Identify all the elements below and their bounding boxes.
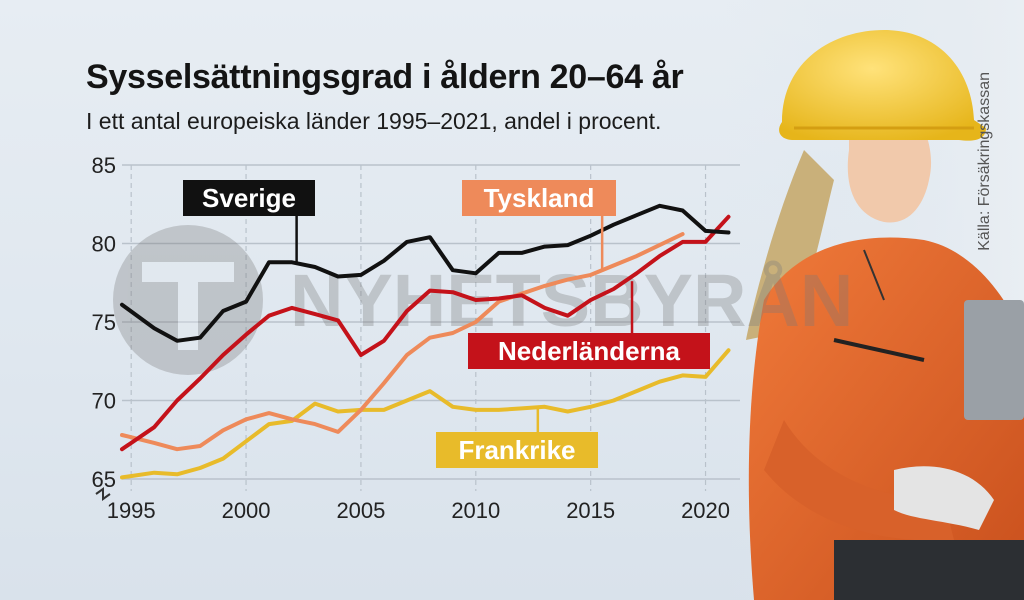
- watermark-logo-icon: [113, 225, 263, 375]
- series-line-frankrike: [120, 348, 731, 480]
- y-tick-label: 85: [92, 153, 116, 178]
- series-line-nederlanderna: [120, 214, 731, 452]
- series-label-tyskland: Tyskland: [484, 183, 595, 213]
- x-axis: 1995 2000 2005 2010 2015 2020: [107, 498, 730, 523]
- series-labels: Sverige Tyskland Nederländerna Frankrike: [183, 180, 710, 468]
- series-line-tyskland: [120, 232, 685, 452]
- worker-photo: [724, 0, 1024, 600]
- watermark-logo-stem: [178, 262, 198, 350]
- series-label-frankrike: Frankrike: [458, 435, 575, 465]
- x-tick-label: 2020: [681, 498, 730, 523]
- x-tick-label: 2010: [451, 498, 500, 523]
- y-tick-label: 70: [92, 389, 116, 414]
- x-tick-label: 1995: [107, 498, 156, 523]
- label-box-sverige: [183, 180, 315, 216]
- grid-lines: [122, 164, 740, 491]
- axis-break-icon: [95, 487, 111, 501]
- label-box-nederlanderna: [468, 333, 710, 369]
- y-tick-label: 75: [92, 310, 116, 335]
- watermark-text: NYHETSBYRÅN: [290, 259, 853, 342]
- x-tick-label: 2000: [222, 498, 271, 523]
- series-label-sverige: Sverige: [202, 183, 296, 213]
- label-box-frankrike: [436, 432, 598, 468]
- series-lines: [120, 203, 731, 480]
- chart-subtitle: I ett antal europeiska länder 1995–2021,…: [86, 108, 662, 134]
- series-line-sverige: [120, 203, 731, 343]
- series-label-nederlanderna: Nederländerna: [498, 336, 681, 366]
- label-box-tyskland: [462, 180, 616, 216]
- watermark: NYHETSBYRÅN: [113, 225, 853, 375]
- y-tick-label: 80: [92, 232, 116, 257]
- chart-title: Sysselsättningsgrad i åldern 20–64 år: [86, 58, 684, 96]
- x-tick-label: 2015: [566, 498, 615, 523]
- watermark-logo-bar: [142, 262, 234, 282]
- x-tick-label: 2005: [336, 498, 385, 523]
